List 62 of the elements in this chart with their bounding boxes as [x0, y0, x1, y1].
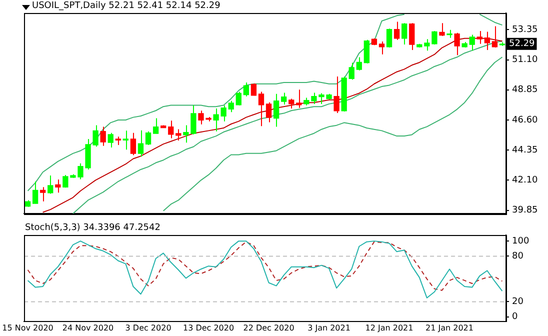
- y-tick-label: 42.10: [512, 176, 538, 186]
- candlestick: [32, 181, 38, 204]
- candlestick: [100, 126, 106, 146]
- candlestick: [176, 128, 182, 141]
- candlestick: [273, 93, 280, 128]
- candlestick: [439, 22, 445, 36]
- x-tick-label: 3 Jan 2021: [308, 323, 350, 332]
- candlestick: [348, 62, 354, 80]
- x-tick-label: 15 Nov 2020: [2, 323, 54, 332]
- candlestick: [250, 82, 257, 96]
- candlestick: [258, 91, 264, 127]
- candlestick: [145, 130, 152, 146]
- candlestick: [48, 174, 54, 194]
- candlestick: [454, 32, 460, 56]
- candlestick: [168, 120, 174, 139]
- y-tick-label: 39.85: [512, 206, 538, 216]
- candlestick: [138, 130, 144, 158]
- candlestick: [130, 132, 136, 156]
- candlestick: [378, 40, 385, 55]
- candlestick: [334, 76, 340, 114]
- candlestick: [243, 82, 250, 97]
- candlestick: [228, 100, 234, 113]
- chart-title: Stoch(5,3,3) 34.3396 47.2542: [25, 223, 160, 234]
- candlestick: [402, 22, 408, 46]
- candlestick: [469, 34, 475, 52]
- candlestick: [40, 186, 46, 202]
- chart-title: USOIL_SPT,Daily 52.21 52.41 52.14 52.29: [32, 1, 220, 12]
- candlestick: [356, 56, 362, 71]
- y-tick-label: 51.10: [512, 55, 538, 66]
- y-tick-label: 80: [512, 252, 524, 262]
- y-tick-label: 48.85: [512, 85, 538, 96]
- candlestick: [386, 28, 392, 48]
- candlestick: [281, 92, 287, 105]
- y-tick-label: 0: [512, 312, 518, 322]
- candlestick: [236, 91, 242, 106]
- candlestick: [288, 98, 294, 109]
- x-tick-label: 13 Dec 2020: [182, 323, 234, 332]
- candlestick: [122, 130, 129, 150]
- y-tick-label: 53.35: [512, 25, 538, 36]
- x-tick-label: 3 Dec 2020: [125, 323, 172, 332]
- x-tick-label: 21 Jan 2021: [426, 323, 474, 332]
- y-tick-label: 20: [512, 297, 524, 308]
- candlestick: [108, 132, 114, 148]
- candlestick: [220, 104, 226, 122]
- candlestick: [213, 108, 219, 132]
- y-tick-label: 44.35: [512, 145, 538, 156]
- candlestick: [55, 179, 61, 194]
- y-tick-label: 46.60: [512, 115, 538, 126]
- candlestick: [266, 102, 272, 123]
- candlestick: [152, 118, 159, 134]
- candlestick: [394, 21, 400, 40]
- x-tick-label: 24 Nov 2020: [62, 323, 114, 332]
- candlestick: [296, 89, 302, 108]
- candlestick: [476, 30, 482, 44]
- candlestick: [484, 31, 490, 51]
- y-tick-label: 100: [512, 236, 530, 246]
- annotation: 52.29: [509, 39, 536, 50]
- x-tick-label: 12 Jan 2021: [365, 323, 414, 332]
- candlestick: [492, 26, 498, 48]
- candlestick: [364, 39, 370, 64]
- candlestick: [409, 22, 415, 51]
- x-tick-label: 22 Dec 2020: [243, 323, 294, 332]
